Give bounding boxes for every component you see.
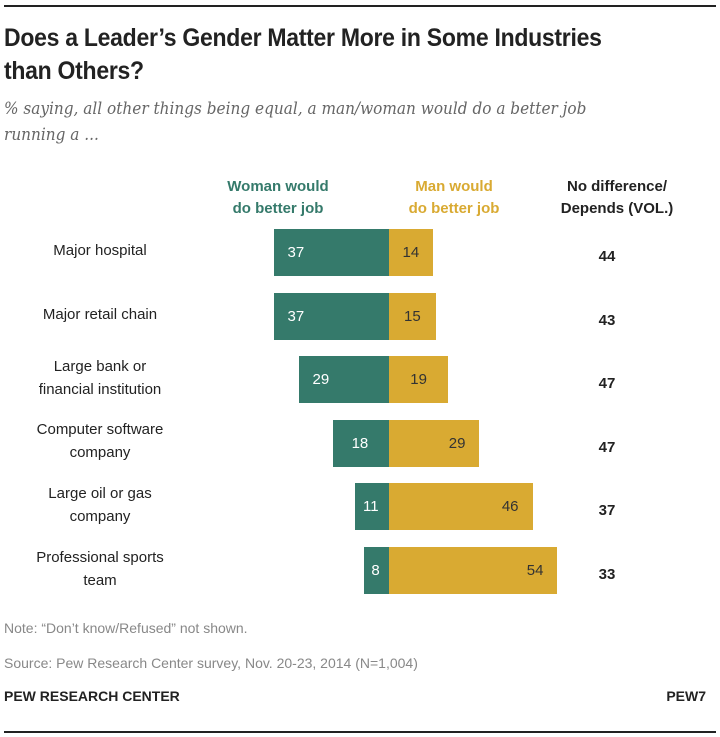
category-label-line: Large bank or bbox=[53, 357, 147, 375]
bar-man bbox=[389, 229, 433, 276]
value-man: 15 bbox=[404, 307, 421, 325]
category-label-line: financial institution bbox=[38, 380, 162, 398]
bar-man bbox=[389, 292, 436, 340]
value-man: 19 bbox=[410, 371, 427, 389]
value-no-difference: 43 bbox=[598, 311, 616, 329]
value-no-difference: 44 bbox=[598, 248, 616, 265]
legend-man-line1: Man would bbox=[415, 178, 493, 195]
legend-no-difference: No difference/ Depends (VOL.) bbox=[542, 176, 692, 220]
legend-nd-line2: Depends (VOL.) bbox=[560, 200, 674, 217]
value-woman: 29 bbox=[312, 371, 330, 389]
bar-woman bbox=[354, 483, 389, 531]
bar-woman bbox=[298, 356, 389, 404]
category-label-line: Professional sports bbox=[36, 548, 164, 566]
value-man: 46 bbox=[501, 498, 519, 516]
value-no-difference: 33 bbox=[598, 566, 616, 583]
bar-woman bbox=[273, 229, 389, 276]
source: Source: Pew Research Center survey, Nov.… bbox=[4, 655, 418, 671]
category-label-line: Large oil or gas bbox=[48, 484, 152, 502]
category-label-line: team bbox=[83, 571, 117, 589]
category-label: Large bank or financial institution bbox=[0, 355, 200, 401]
bar-man bbox=[389, 419, 480, 467]
bar-woman bbox=[273, 292, 389, 340]
value-woman: 37 bbox=[287, 307, 305, 325]
legend-woman-line2: do better job bbox=[232, 200, 324, 217]
legend-nd-line1: No difference/ bbox=[566, 178, 668, 195]
footer-code: PEW7 bbox=[666, 688, 706, 704]
value-man: 54 bbox=[526, 562, 544, 579]
value-no-difference: 37 bbox=[598, 502, 616, 520]
value-no-difference: 47 bbox=[598, 438, 616, 456]
legend-man: Man would do better job bbox=[392, 176, 516, 220]
category-label: Major retail chain bbox=[0, 303, 200, 326]
bar-man bbox=[389, 547, 558, 594]
category-label: Professional sports team bbox=[0, 546, 200, 592]
category-label: Large oil or gas company bbox=[0, 482, 200, 528]
category-label: Computer software company bbox=[0, 418, 200, 464]
chart-subtitle: % saying, all other things being equal, … bbox=[4, 99, 587, 145]
bar-man bbox=[389, 483, 533, 531]
legend-woman: Woman would do better job bbox=[218, 176, 338, 220]
value-woman: 8 bbox=[371, 562, 380, 579]
footer-org: PEW RESEARCH CENTER bbox=[4, 688, 180, 704]
legend-woman-line1: Woman would bbox=[227, 178, 329, 195]
bar-woman bbox=[364, 547, 389, 594]
category-label-line: company bbox=[69, 507, 131, 525]
category-label-line: company bbox=[69, 444, 131, 462]
value-man: 14 bbox=[402, 244, 420, 261]
value-man: 29 bbox=[448, 434, 466, 452]
chart-title: Does a Leader’s Gender Matter More in So… bbox=[4, 24, 602, 85]
bar-man bbox=[389, 356, 449, 404]
category-label-line: Computer software bbox=[36, 421, 164, 439]
value-woman: 18 bbox=[351, 434, 369, 452]
bottom-rule bbox=[4, 731, 716, 733]
value-woman: 37 bbox=[287, 244, 305, 261]
legend-man-line2: do better job bbox=[408, 200, 500, 217]
category-label: Major hospital bbox=[0, 239, 200, 262]
value-no-difference: 47 bbox=[598, 375, 616, 393]
top-rule bbox=[4, 5, 716, 7]
bar-woman bbox=[332, 419, 389, 467]
category-label-line: Major hospital bbox=[53, 242, 147, 259]
note: Note: “Don’t know/Refused” not shown. bbox=[4, 620, 248, 636]
category-label-line: Major retail chain bbox=[42, 305, 158, 323]
value-woman: 11 bbox=[363, 498, 379, 516]
